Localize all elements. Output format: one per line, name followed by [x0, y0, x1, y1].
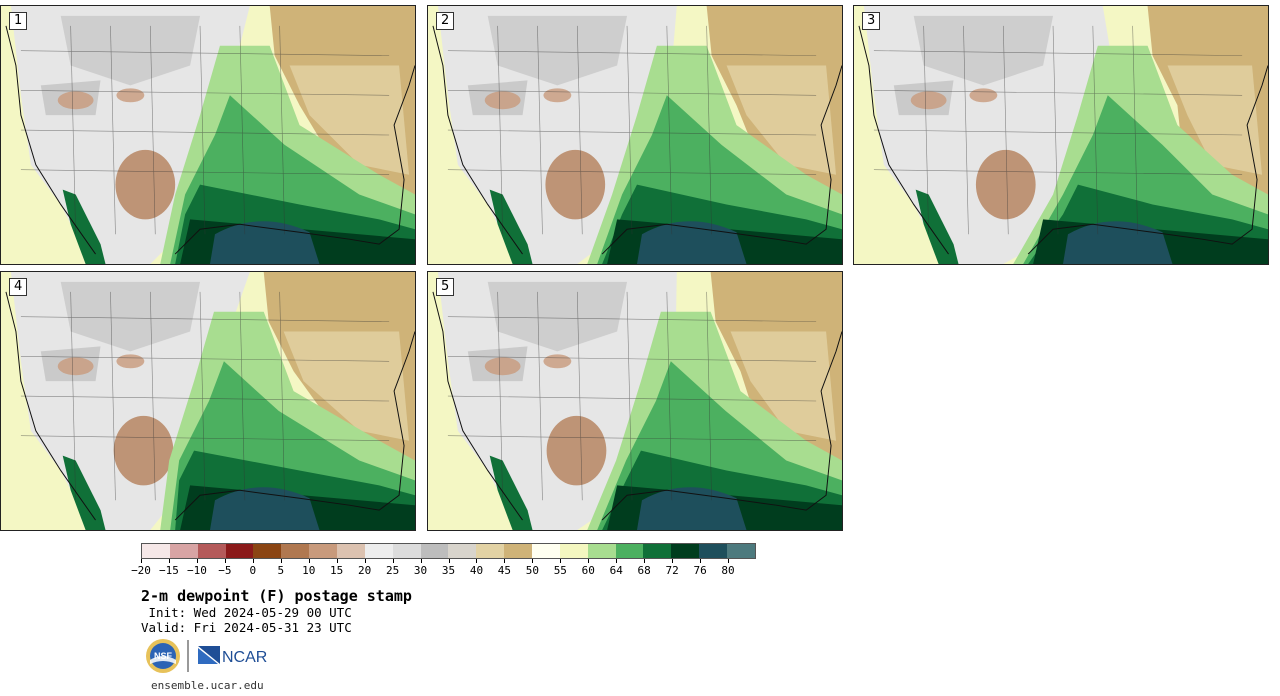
colorbar-tick-label: 76 — [693, 564, 707, 577]
colorbar-segment — [420, 544, 449, 558]
colorbar-tick — [224, 559, 226, 563]
colorbar-tick-label: 64 — [609, 564, 623, 577]
dewpoint-map — [1, 272, 415, 530]
colorbar-segment — [532, 544, 560, 558]
svg-text:NSF: NSF — [154, 651, 173, 661]
stamp-number-label: 5 — [436, 278, 455, 296]
colorbar-tick-label: −5 — [218, 564, 232, 577]
postage-stamp-2: 2 — [427, 5, 843, 265]
colorbar-tick-label: 0 — [249, 564, 257, 577]
colorbar-tick-label: 35 — [441, 564, 456, 577]
website-url: ensemble.ucar.edu — [151, 679, 264, 692]
stamp-number-label: 2 — [436, 12, 455, 30]
svg-text:NCAR: NCAR — [222, 649, 267, 666]
colorbar-tick — [280, 559, 282, 563]
colorbar-tick — [672, 559, 674, 563]
colorbar-segment — [671, 544, 700, 558]
colorbar-segment — [142, 544, 170, 558]
colorbar-segment — [392, 544, 421, 558]
nsf-logo-icon: NSF — [146, 639, 180, 673]
colorbar-tick — [196, 559, 198, 563]
colorbar-tick — [308, 559, 310, 563]
colorbar-tick-label: 55 — [553, 564, 567, 577]
colorbar-tick-label: −20 — [131, 564, 151, 577]
ncar-logo-icon: NCAR — [198, 646, 267, 666]
postage-stamp-4: 4 — [0, 271, 416, 531]
colorbar-segment — [281, 544, 310, 558]
colorbar-tick-label: 80 — [721, 564, 735, 577]
colorbar-tick — [532, 559, 534, 563]
valid-time: Valid: Fri 2024-05-31 23 UTC — [141, 620, 352, 635]
colorbar-tick-label: 20 — [358, 564, 372, 577]
colorbar-segment — [643, 544, 672, 558]
colorbar-tick-label: 10 — [302, 564, 316, 577]
postage-stamp-5: 5 — [427, 271, 843, 531]
plot-title: 2-m dewpoint (F) postage stamp — [141, 587, 412, 605]
colorbar-segment — [727, 544, 755, 558]
colorbar-tick — [588, 559, 590, 563]
colorbar-tick-label: 45 — [497, 564, 512, 577]
colorbar-segment — [559, 544, 588, 558]
colorbar-tick — [448, 559, 450, 563]
colorbar-segment — [197, 544, 226, 558]
dewpoint-colorbar — [141, 543, 756, 559]
colorbar-tick-label: 30 — [413, 564, 428, 577]
dewpoint-map — [428, 272, 842, 530]
dewpoint-map — [1, 6, 415, 264]
colorbar-segment — [169, 544, 198, 558]
colorbar-tick — [392, 559, 394, 563]
colorbar-segment — [615, 544, 644, 558]
colorbar-tick-label: 72 — [665, 564, 679, 577]
colorbar-tick-label: 40 — [469, 564, 484, 577]
colorbar-tick — [364, 559, 366, 563]
colorbar-segment — [309, 544, 338, 558]
colorbar-tick — [336, 559, 338, 563]
colorbar-tick-label: 5 — [277, 564, 285, 577]
dewpoint-map — [854, 6, 1268, 264]
colorbar-tick-label: 25 — [385, 564, 400, 577]
init-time: Init: Wed 2024-05-29 00 UTC — [141, 605, 352, 620]
colorbar-tick — [644, 559, 646, 563]
stamp-number-label: 4 — [9, 278, 28, 296]
stamp-number-label: 3 — [862, 12, 881, 30]
colorbar-tick-label: 68 — [637, 564, 651, 577]
colorbar-ticks: −20 −15 −10 −5 0 5 10 15 20 25 30 35 40 45 50 55 60 64 68 7… — [131, 559, 756, 579]
colorbar-segment — [364, 544, 393, 558]
colorbar-tick-label: −10 — [186, 564, 207, 577]
colorbar-tick — [560, 559, 562, 563]
colorbar-tick-label: 60 — [581, 564, 595, 577]
colorbar-segment — [476, 544, 505, 558]
colorbar-segment — [587, 544, 616, 558]
colorbar-tick — [420, 559, 422, 563]
colorbar-tick — [504, 559, 506, 563]
colorbar-tick — [728, 559, 730, 563]
colorbar-segment — [448, 544, 477, 558]
colorbar-tick-label: 50 — [525, 564, 539, 577]
postage-stamp-1: 1 — [0, 5, 416, 265]
colorbar-tick — [141, 559, 142, 563]
colorbar-tick — [616, 559, 618, 563]
colorbar-segment — [699, 544, 728, 558]
colorbar-tick — [700, 559, 702, 563]
colorbar-segment — [337, 544, 365, 558]
colorbar-segment — [504, 544, 533, 558]
colorbar-segment — [225, 544, 254, 558]
colorbar-tick-label: −15 — [159, 564, 179, 577]
colorbar-tick-label: 15 — [330, 564, 344, 577]
colorbar-tick — [476, 559, 478, 563]
colorbar-tick — [252, 559, 254, 563]
colorbar-segment — [253, 544, 282, 558]
stamp-number-label: 1 — [9, 12, 28, 30]
postage-stamp-3: 3 — [853, 5, 1269, 265]
colorbar-tick — [168, 559, 170, 563]
sponsor-logos: NSF NCAR — [145, 638, 285, 674]
dewpoint-map — [428, 6, 842, 264]
